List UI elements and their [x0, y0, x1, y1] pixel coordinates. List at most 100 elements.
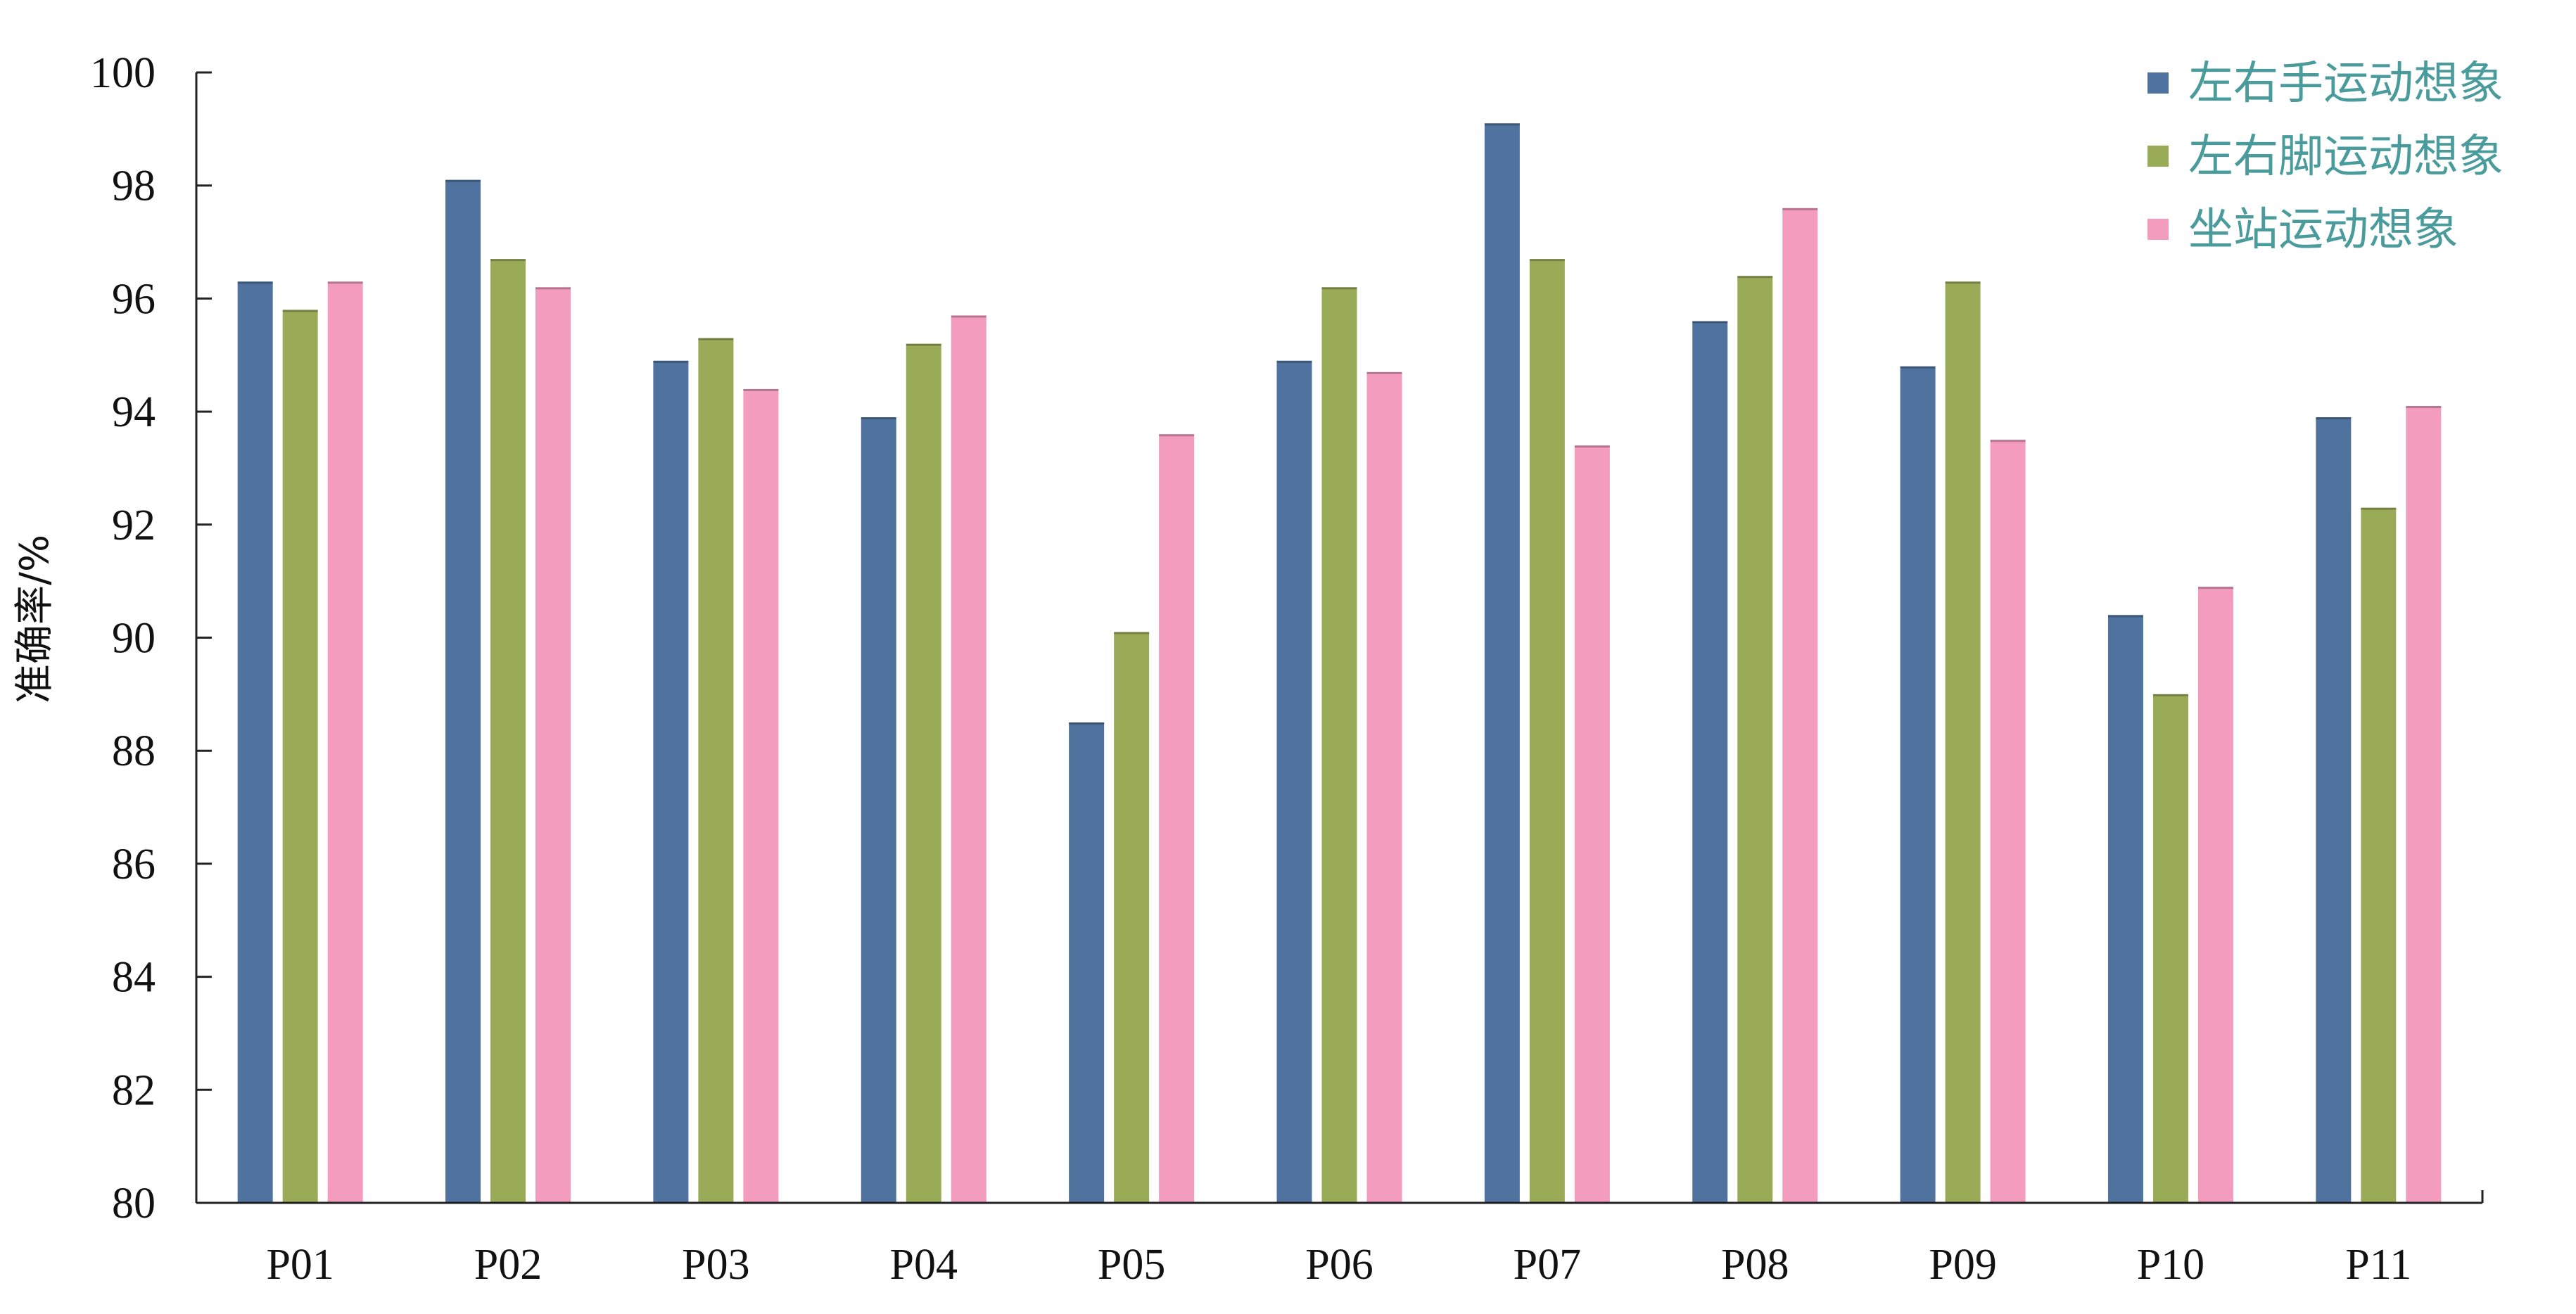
bar-p06-series-2	[1321, 287, 1357, 1204]
bar-top-edge	[1321, 287, 1357, 290]
x-category-label-p08: P08	[1721, 1241, 1789, 1289]
bar-p04-series-1	[861, 417, 896, 1203]
bar-p03-series-3	[743, 388, 779, 1204]
bar-p01-series-3	[327, 281, 363, 1203]
bar-top-edge	[1366, 371, 1402, 374]
legend-swatch-series-3	[2147, 219, 2169, 240]
bar-p10-series-3	[2197, 587, 2233, 1203]
bar-top-edge	[2361, 507, 2397, 510]
x-category-label-p03: P03	[682, 1241, 749, 1289]
bar-p11-series-3	[2406, 406, 2442, 1204]
x-category-label-p10: P10	[2137, 1241, 2204, 1289]
y-tick-label-100: 100	[90, 49, 156, 97]
bar-top-edge	[535, 287, 571, 290]
x-labels-group: P01 P02 P03 P04 P05 P06 P07 P08 P09 P10 P11	[266, 1241, 2411, 1289]
bar-p01-series-2	[282, 310, 318, 1204]
x-category-label-p06: P06	[1305, 1241, 1373, 1289]
bar-p11-series-1	[2316, 417, 2352, 1203]
x-category-label-p07: P07	[1514, 1241, 1581, 1289]
x-category-label-p09: P09	[1929, 1241, 1996, 1289]
x-category-label-p11: P11	[2345, 1241, 2411, 1289]
bar-p07-series-3	[1574, 445, 1610, 1203]
legend-label-series-2: 左右脚运动想象	[2188, 131, 2504, 183]
bar-top-edge	[1484, 123, 1520, 126]
x-category-label-p01: P01	[266, 1241, 334, 1289]
y-axis-title: 准确率/%	[12, 535, 58, 703]
bar-top-edge	[1159, 434, 1195, 437]
bar-top-edge	[653, 360, 689, 363]
bar-p02-series-2	[490, 259, 526, 1203]
y-tick-label-92: 92	[112, 502, 156, 549]
y-tick-label-88: 88	[112, 727, 156, 775]
bar-p06-series-1	[1276, 360, 1312, 1204]
bar-top-edge	[1276, 360, 1312, 363]
bar-top-edge	[1900, 366, 1936, 369]
y-tick-label-82: 82	[112, 1066, 156, 1114]
x-category-label-p04: P04	[890, 1241, 958, 1289]
legend-label-series-1: 左右手运动想象	[2188, 58, 2504, 110]
bar-top-edge	[2197, 587, 2233, 589]
bar-top-edge	[743, 388, 779, 391]
bar-top-edge	[1069, 722, 1105, 725]
y-tick-label-84: 84	[112, 954, 156, 1002]
bar-p02-series-3	[535, 287, 571, 1204]
y-ticks-group: 80 82 84 86 88 90 92 94 96 98 100	[90, 49, 212, 1227]
y-tick-label-94: 94	[112, 388, 156, 436]
bar-p11-series-2	[2361, 507, 2397, 1203]
bar-top-edge	[490, 259, 526, 262]
bar-top-edge	[2152, 694, 2188, 696]
bar-p04-series-3	[951, 315, 986, 1203]
bar-top-edge	[1945, 281, 1981, 284]
bar-top-edge	[951, 315, 986, 318]
bar-top-edge	[1574, 445, 1610, 448]
bar-top-edge	[1990, 440, 2026, 442]
bar-top-edge	[906, 343, 941, 346]
bar-top-edge	[445, 179, 481, 182]
bar-p08-series-2	[1737, 276, 1773, 1203]
bar-top-edge	[1737, 276, 1773, 279]
bar-p10-series-2	[2152, 694, 2188, 1203]
bar-p07-series-2	[1529, 259, 1565, 1203]
bar-p08-series-1	[1692, 321, 1728, 1203]
bar-p01-series-1	[237, 281, 273, 1203]
y-tick-label-86: 86	[112, 841, 156, 888]
bar-top-edge	[2406, 406, 2442, 409]
y-tick-label-90: 90	[112, 615, 156, 663]
bar-p05-series-1	[1069, 722, 1105, 1203]
bar-p09-series-1	[1900, 366, 1936, 1203]
bar-p09-series-2	[1945, 281, 1981, 1203]
bar-p10-series-1	[2107, 615, 2143, 1203]
bar-top-edge	[861, 417, 896, 420]
bar-top-edge	[1782, 208, 1818, 210]
bar-top-edge	[1114, 632, 1150, 634]
bar-p02-series-1	[445, 179, 481, 1203]
bar-top-edge	[1529, 259, 1565, 262]
y-tick-label-96: 96	[112, 275, 156, 323]
bar-p09-series-3	[1990, 440, 2026, 1203]
bar-top-edge	[282, 310, 318, 312]
bar-p04-series-2	[906, 343, 941, 1204]
bar-top-edge	[2316, 417, 2352, 420]
bar-p03-series-2	[698, 338, 734, 1203]
bar-p03-series-1	[653, 360, 689, 1204]
legend-swatch-series-2	[2147, 146, 2169, 167]
bar-p06-series-3	[1366, 371, 1402, 1203]
bar-top-edge	[698, 338, 734, 340]
bar-top-edge	[1692, 321, 1728, 324]
bar-p08-series-3	[1782, 208, 1818, 1204]
bars-group	[237, 123, 2442, 1204]
y-tick-label-80: 80	[112, 1180, 156, 1227]
legend-label-series-3: 坐站运动想象	[2188, 204, 2458, 256]
bar-p07-series-1	[1484, 123, 1520, 1204]
bar-top-edge	[2107, 615, 2143, 618]
x-category-label-p05: P05	[1098, 1241, 1165, 1289]
bar-top-edge	[327, 281, 363, 284]
bar-p05-series-2	[1114, 632, 1150, 1203]
legend-swatch-series-1	[2147, 72, 2169, 94]
y-tick-label-98: 98	[112, 162, 156, 210]
bar-p05-series-3	[1159, 434, 1195, 1203]
x-category-label-p02: P02	[474, 1241, 542, 1289]
bar-top-edge	[237, 281, 273, 284]
